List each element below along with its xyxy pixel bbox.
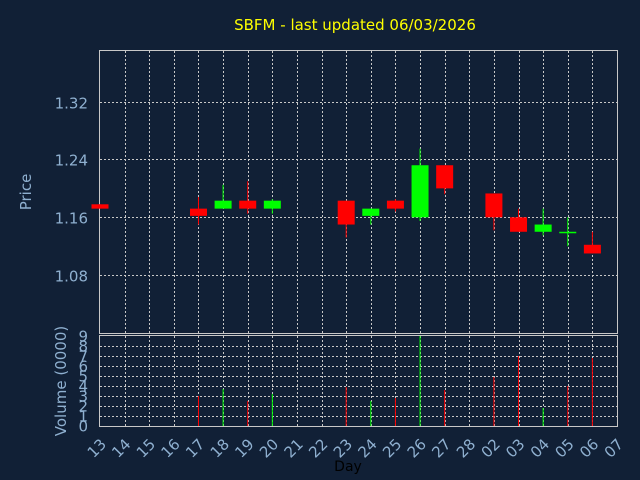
price-y-tick-label: 1.32 xyxy=(55,95,88,113)
price-y-tick-label: 1.08 xyxy=(55,268,88,286)
candle-body xyxy=(362,208,380,216)
candle-body xyxy=(559,231,577,234)
candle-body xyxy=(583,244,601,254)
candle-body xyxy=(189,208,207,216)
volume-y-tick-label: 5 xyxy=(78,368,88,386)
price-axis-label: Price xyxy=(17,174,35,211)
volume-y-tick-label: 2 xyxy=(78,398,88,416)
volume-y-tick-label: 6 xyxy=(78,358,88,376)
candle-body xyxy=(239,200,257,209)
chart-title: SBFM - last updated 06/03/2026 xyxy=(234,16,476,34)
candle-body xyxy=(411,165,429,218)
candle-body xyxy=(263,200,281,209)
volume-y-tick-label: 0 xyxy=(78,418,88,436)
volume-y-tick-label: 7 xyxy=(78,348,88,366)
candle-body xyxy=(485,193,503,218)
volume-axis-label: Volume (0000) xyxy=(52,326,70,436)
candle-body xyxy=(337,200,355,225)
price-y-tick-label: 1.24 xyxy=(55,152,88,170)
candle-body xyxy=(534,224,552,232)
volume-y-tick-label: 8 xyxy=(78,338,88,356)
candle-body xyxy=(510,217,528,232)
candle-body xyxy=(436,165,454,189)
price-y-tick-labels: 1.32 1.24 1.16 1.08 xyxy=(55,95,88,286)
price-plot-frame xyxy=(99,50,618,334)
volume-bar-series xyxy=(197,336,593,426)
day-axis-label: Day xyxy=(334,459,362,475)
volume-y-tick-label: 1 xyxy=(78,408,88,426)
volume-y-tick-label: 9 xyxy=(78,328,88,346)
candlestick-series xyxy=(91,148,601,254)
volume-y-tick-label: 3 xyxy=(78,388,88,406)
price-panel: 1.32 1.24 1.16 1.08 Price xyxy=(17,50,618,334)
volume-y-tick-label: 4 xyxy=(78,378,88,396)
price-y-tick-label: 1.16 xyxy=(55,210,88,228)
candle-body xyxy=(91,204,109,209)
candle-body xyxy=(386,200,404,209)
volume-plot-frame xyxy=(99,335,618,427)
candle-body xyxy=(214,200,232,209)
